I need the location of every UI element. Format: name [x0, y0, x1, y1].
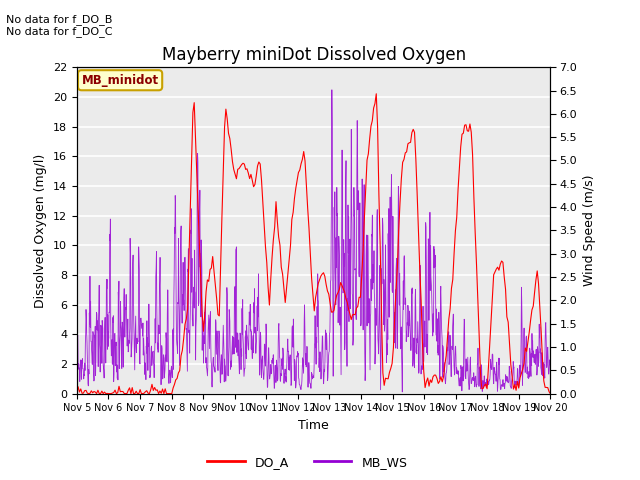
X-axis label: Time: Time	[298, 419, 329, 432]
Y-axis label: Wind Speed (m/s): Wind Speed (m/s)	[583, 175, 596, 286]
Y-axis label: Dissolved Oxygen (mg/l): Dissolved Oxygen (mg/l)	[35, 153, 47, 308]
Text: No data for f_DO_C: No data for f_DO_C	[6, 26, 113, 37]
Title: Mayberry miniDot Dissolved Oxygen: Mayberry miniDot Dissolved Oxygen	[161, 46, 466, 64]
Text: No data for f_DO_B: No data for f_DO_B	[6, 14, 113, 25]
Legend: DO_A, MB_WS: DO_A, MB_WS	[202, 451, 412, 474]
Text: MB_minidot: MB_minidot	[81, 74, 159, 87]
